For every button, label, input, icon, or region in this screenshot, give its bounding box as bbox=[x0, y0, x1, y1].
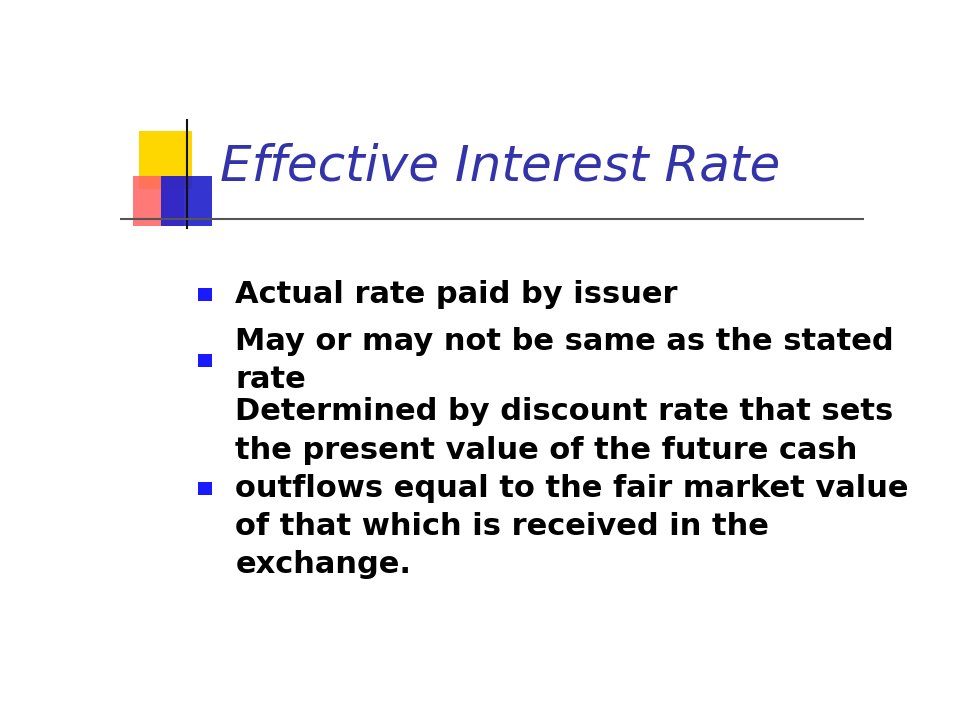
Bar bbox=[138, 131, 192, 189]
Text: May or may not be same as the stated
rate: May or may not be same as the stated rat… bbox=[235, 327, 894, 395]
Bar bbox=[198, 354, 211, 367]
Bar bbox=[161, 176, 211, 226]
Text: Determined by discount rate that sets
the present value of the future cash
outfl: Determined by discount rate that sets th… bbox=[235, 397, 909, 579]
Bar bbox=[133, 176, 184, 226]
Bar bbox=[198, 288, 211, 301]
Bar bbox=[198, 482, 211, 495]
Text: Actual rate paid by issuer: Actual rate paid by issuer bbox=[235, 280, 678, 309]
Text: Effective Interest Rate: Effective Interest Rate bbox=[221, 143, 780, 191]
